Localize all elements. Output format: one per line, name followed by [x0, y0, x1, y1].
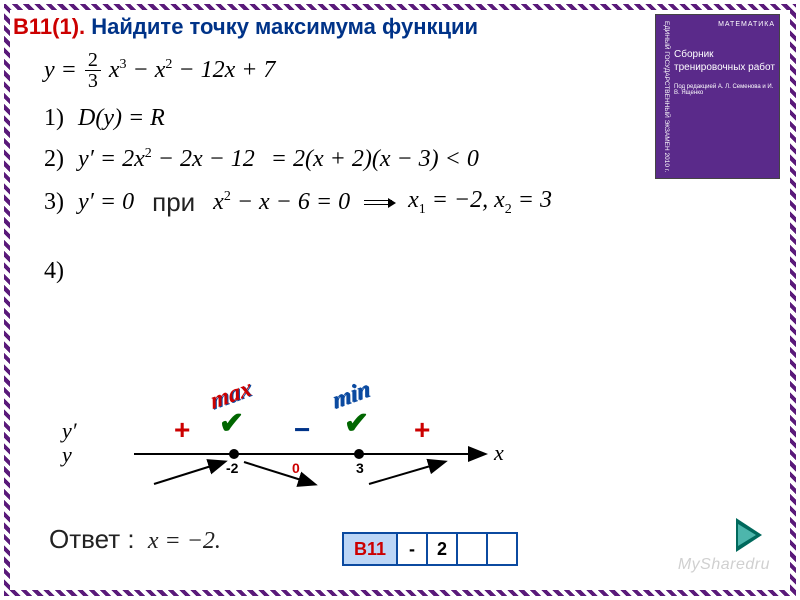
problem-text: Найдите точку максимума функции	[91, 14, 478, 39]
answer-cell: 2	[427, 533, 457, 565]
y-labels: y′ y	[62, 419, 77, 467]
answer-table: В11 - 2	[342, 532, 518, 566]
answer-value: x = −2.	[148, 528, 221, 554]
sign-chart: max min ✔ ✔ + − + x -2 0 3	[134, 384, 534, 494]
book-subject: МАТЕМАТИКА	[674, 21, 775, 28]
next-arrow-icon[interactable]	[736, 518, 762, 552]
eq-step3b: x2 − x − 6 = 0	[213, 189, 350, 216]
axis-var: x	[493, 440, 504, 465]
eq-step2a: y′ = 2x2 − 2x − 12	[78, 146, 255, 173]
book-spine: ЕДИНЫЙ ГОСУДАРСТВЕННЫЙ ЭКЗАМЕН 2010 г.	[658, 19, 670, 174]
problem-label: В11(1).	[13, 14, 85, 39]
number-line-svg: x	[134, 384, 534, 494]
eq-step3: 3) y′ = 0 при x2 − x − 6 = 0 x1 = −2, x2…	[44, 187, 786, 218]
tick-neg2: -2	[226, 460, 238, 476]
book-author: Под редакцией А. Л. Семенова и И. В. Яще…	[674, 84, 775, 96]
answer-label: Ответ :	[49, 524, 135, 554]
book-title: Сборник тренировочных работ	[674, 48, 775, 74]
eq-step4: 4)	[44, 258, 786, 285]
answer: Ответ : x = −2.	[49, 524, 221, 555]
answer-cell: -	[397, 533, 427, 565]
answer-cell	[487, 533, 517, 565]
answer-cell	[457, 533, 487, 565]
tick-3: 3	[356, 460, 364, 476]
slide-content: В11(1). Найдите точку максимума функции …	[14, 14, 786, 586]
eq-step2b: = 2(x + 2)(x − 3) < 0	[271, 146, 479, 173]
eq-main-frac: 2 3	[85, 50, 101, 91]
implies-icon	[364, 202, 394, 204]
watermark: MySharedru	[678, 556, 770, 574]
eq-main-lhs: y =	[44, 57, 77, 84]
book-cover: ЕДИНЫЙ ГОСУДАРСТВЕННЫЙ ЭКЗАМЕН 2010 г. М…	[655, 14, 780, 179]
eq-main-rest: x3 − x2 − 12x + 7	[109, 57, 276, 84]
eq-step3c: x1 = −2, x2 = 3	[408, 187, 552, 218]
tick-zero: 0	[292, 460, 300, 476]
answer-box-label: В11	[343, 533, 397, 565]
